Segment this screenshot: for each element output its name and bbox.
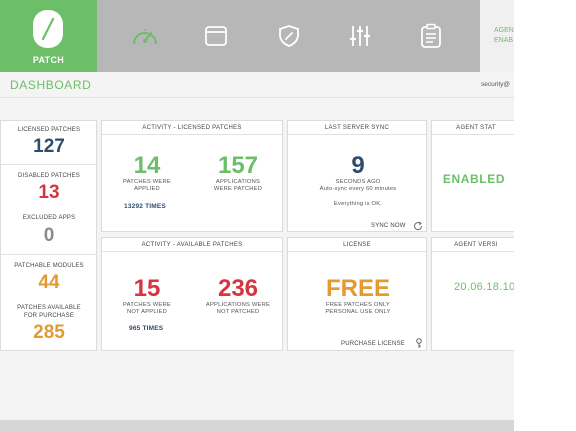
available-times-count: 965 TIMES [129,325,164,332]
top-navigation-bar: PATCH [0,0,514,72]
patchable-modules-value[interactable]: 44 [38,272,60,293]
sliders-icon [350,26,370,46]
page-header: DASHBOARD security@ [0,72,514,98]
apps-not-patched-label-line1: APPLICATIONS WERE [205,302,271,308]
sync-seconds-value: 9 [351,152,365,179]
disabled-patches-label: DISABLED PATCHES [18,173,80,179]
shield-icon [279,25,299,47]
agent-status-panel: AGENT STAT ENABLED [431,120,514,232]
activity-available-title: ACTIVITY - AVAILABLE PATCHES [102,238,282,252]
sync-unit-label: SECONDS AGO [335,179,381,185]
divider [1,254,97,255]
sync-now-label: SYNC NOW [371,223,406,229]
agent-version-value: 20.06.18.10 [454,281,514,293]
divider [1,164,97,165]
agent-version-title: AGENT VERSI [432,238,514,252]
license-title: LICENSE [288,238,426,252]
nav-dashboard[interactable] [110,0,180,72]
agent-status-title: AGENT STAT [432,121,514,135]
window-icon [205,26,227,46]
activity-licensed-title: ACTIVITY - LICENSED PATCHES [102,121,282,135]
stats-sidebar: LICENSED PATCHES 127 DISABLED PATCHES 13… [0,120,97,351]
footer-bar [0,420,514,431]
patches-available-value[interactable]: 285 [33,322,65,343]
purchase-license-label: PURCHASE LICENSE [341,341,405,347]
license-detail-line1: FREE PATCHES ONLY [326,302,390,308]
apps-patched-label-line1: APPLICATIONS [215,179,261,185]
patches-applied-label-line2: APPLIED [134,186,160,192]
apps-not-patched-label-line2: NOT PATCHED [216,309,260,315]
server-sync-panel: LAST SERVER SYNC 9 SECONDS AGO Auto-sync… [287,120,427,232]
licensed-patches-label: LICENSED PATCHES [17,127,81,133]
agent-tab-line1: AGEN [494,27,514,34]
patches-not-applied-label-line1: PATCHES WERE [123,302,171,308]
agent-status-tab[interactable]: AGEN ENAB [480,0,514,72]
licensed-times-count: 13292 TIMES [124,203,166,210]
patches-not-applied-value[interactable]: 15 [133,275,161,302]
disabled-patches-value[interactable]: 13 [38,182,60,203]
agent-tab-line2: ENAB [494,37,514,44]
patchable-modules-label: PATCHABLE MODULES [14,263,84,269]
patches-applied-label-line1: PATCHES WERE [123,179,171,185]
nav-settings[interactable] [325,0,395,72]
sync-now-link[interactable]: SYNC NOW [371,223,406,229]
patch-logo-icon [33,10,63,48]
patches-applied-value[interactable]: 14 [133,152,161,179]
agent-status-value[interactable]: ENABLED [442,172,506,186]
page-title: DASHBOARD [10,78,92,92]
clipboard-icon [421,23,441,48]
activity-licensed-panel: ACTIVITY - LICENSED PATCHES 14 PATCHES W… [101,120,283,232]
sync-status-text: Everything is OK. [333,201,383,207]
key-icon[interactable] [415,338,423,349]
agent-version-panel: AGENT VERSI 20.06.18.10 [431,237,514,351]
server-sync-title: LAST SERVER SYNC [288,121,426,135]
purchase-license-link[interactable]: PURCHASE LICENSE [341,341,405,347]
licensed-patches-value[interactable]: 127 [33,136,65,157]
blank-area [514,0,576,431]
license-type-value: FREE [325,275,390,302]
user-account[interactable]: security@ [481,81,510,88]
excluded-apps-value[interactable]: 0 [43,225,55,246]
patches-not-applied-label-line2: NOT APPLIED [126,309,168,315]
license-detail-line2: PERSONAL USE ONLY [325,309,391,315]
license-panel: LICENSE FREE FREE PATCHES ONLY PERSONAL … [287,237,427,351]
nav-reports[interactable] [396,0,466,72]
patches-available-label-line1: PATCHES AVAILABLE [17,305,81,311]
gauge-icon [133,29,157,45]
apps-patched-value[interactable]: 157 [217,152,259,179]
activity-available-panel: ACTIVITY - AVAILABLE PATCHES 15 PATCHES … [101,237,283,351]
sync-interval-note: Auto-sync every 60 minutes [319,186,397,192]
refresh-icon[interactable] [413,221,423,231]
excluded-apps-label: EXCLUDED APPS [22,215,76,221]
brand-logo[interactable]: PATCH [0,0,97,72]
nav-security[interactable] [254,0,324,72]
apps-patched-label-line2: WERE PATCHED [213,186,263,192]
app-window: PATCH [0,0,514,431]
apps-not-patched-value[interactable]: 236 [217,275,259,302]
nav-applications[interactable] [181,0,251,72]
brand-name: PATCH [32,55,65,65]
patches-available-label-line2: FOR PURCHASE [23,313,75,319]
